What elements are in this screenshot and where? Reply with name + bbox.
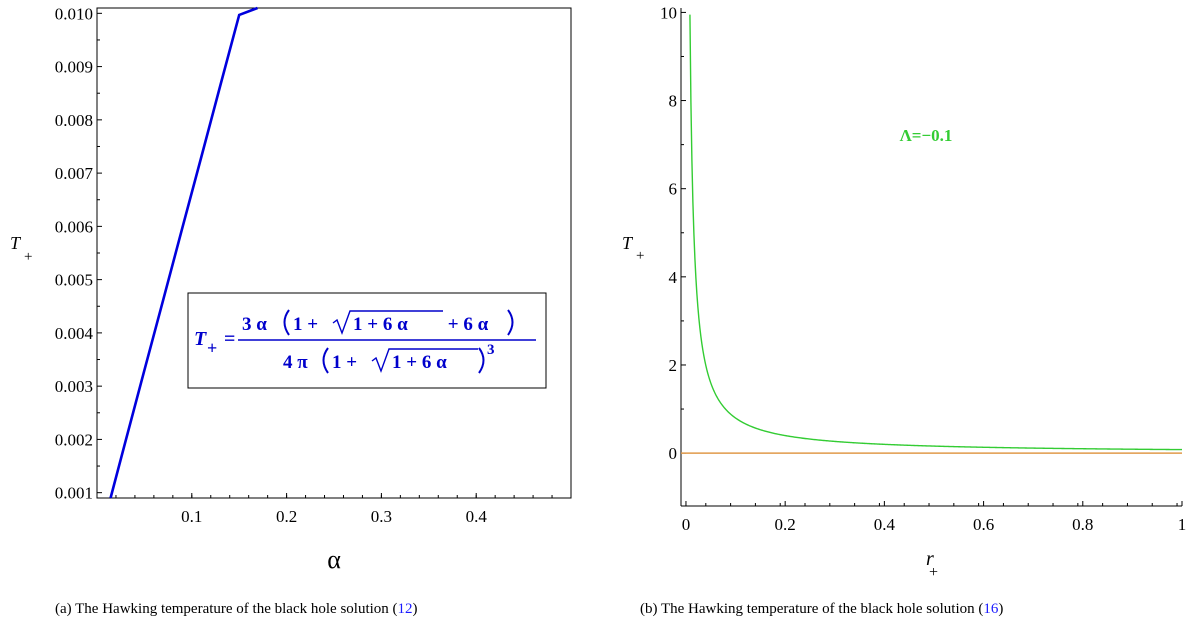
formula-annotation: T + = 3 α 1 + 1 + 6 α + 6 α 4 π 1 + 1 + … bbox=[187, 292, 547, 389]
chart-a-y-tick-label: 0.003 bbox=[55, 377, 93, 396]
chart-b-y-tick-label: 10 bbox=[660, 3, 677, 22]
chart-a-x-tick-label: 0.3 bbox=[371, 507, 392, 526]
caption-b-ref: 16 bbox=[983, 601, 999, 617]
formula-num-inner-left: 1 + bbox=[293, 314, 323, 335]
chart-a-y-tick-label: 0.007 bbox=[55, 164, 94, 183]
formula-num-coef: 3 α bbox=[242, 314, 267, 335]
caption-a-close: ) bbox=[413, 601, 418, 617]
chart-a-y-tick-label: 0.006 bbox=[55, 217, 93, 236]
chart-a-series-line-0 bbox=[109, 6, 258, 499]
chart-b-series bbox=[681, 14, 1183, 454]
caption-a-ref: 12 bbox=[398, 601, 413, 617]
formula-den-radical bbox=[371, 348, 478, 373]
chart-b-series-line-0 bbox=[689, 14, 1183, 451]
chart-b: 0 2 4 6 8 10 0 0.2 0.4 0.6 0.8 1 Λ=−0.1 T + r + (b… bbox=[622, 3, 1186, 617]
chart-a-x-axis-label: α bbox=[327, 545, 341, 574]
chart-b-y-tick-label: 6 bbox=[669, 180, 678, 199]
chart-a-y-tick-label: 0.008 bbox=[55, 111, 93, 130]
chart-a-x-tick-label: 0.2 bbox=[276, 507, 297, 526]
chart-b-y-axis-label: T bbox=[622, 233, 634, 253]
caption-b-text: (b) The Hawking temperature of the black… bbox=[640, 601, 983, 617]
chart-b-y-tick-label: 2 bbox=[669, 356, 678, 375]
formula-lhs: T bbox=[194, 328, 207, 350]
chart-b-x-tick-label: 0.2 bbox=[775, 515, 796, 534]
formula-den-power: 3 bbox=[487, 342, 495, 358]
formula-den-open-paren bbox=[322, 347, 329, 374]
formula-lhs-sub: + bbox=[207, 338, 217, 358]
formula-num-open-paren bbox=[283, 309, 290, 336]
formula-num-inner-right: + 6 α bbox=[443, 314, 489, 335]
formula-equals: = bbox=[224, 328, 235, 350]
chart-b-x-axis-label: r bbox=[926, 548, 934, 570]
chart-b-x-tick-label: 0.6 bbox=[973, 515, 994, 534]
chart-a-plot-frame bbox=[96, 7, 572, 499]
caption-a: (a) The Hawking temperature of the black… bbox=[55, 601, 418, 617]
chart-b-y-axis-label-sub: + bbox=[636, 248, 644, 264]
chart-a-y-tick-label: 0.009 bbox=[55, 58, 93, 77]
chart-b-x-tick-label: 1 bbox=[1178, 515, 1187, 534]
chart-a-y-axis: 0.001 0.002 0.003 0.004 0.005 0.006 0.007 0.008… bbox=[55, 4, 102, 503]
chart-a-y-axis-label-sub: + bbox=[24, 249, 32, 265]
chart-b-legend-label: Λ=−0.1 bbox=[900, 126, 953, 145]
chart-a-y-tick-label: 0.005 bbox=[55, 271, 93, 290]
formula-den-close-paren bbox=[478, 347, 485, 374]
chart-a-x-tick-label: 0.1 bbox=[181, 507, 202, 526]
chart-b-x-axis: 0 0.2 0.4 0.6 0.8 1 bbox=[682, 501, 1187, 534]
chart-b-x-axis-label-sub: + bbox=[929, 564, 938, 581]
formula-den-radicand: 1 + 6 α bbox=[392, 352, 447, 373]
formula-num-radical bbox=[332, 310, 443, 335]
chart-b-x-tick-label: 0.4 bbox=[874, 515, 896, 534]
chart-b-y-tick-label: 4 bbox=[669, 268, 678, 287]
formula-num-radicand: 1 + 6 α bbox=[353, 314, 408, 335]
chart-b-y-axis: 0 2 4 6 8 10 bbox=[660, 3, 686, 463]
chart-b-y-tick-label: 8 bbox=[669, 92, 678, 111]
chart-a-x-axis: 0.1 0.2 0.3 0.4 bbox=[115, 493, 553, 526]
chart-a-x-tick-label: 0.4 bbox=[466, 507, 488, 526]
caption-b-close: ) bbox=[998, 601, 1003, 617]
formula-num-close-paren bbox=[507, 309, 514, 336]
chart-a-y-tick-label: 0.010 bbox=[55, 4, 93, 23]
caption-a-text: (a) The Hawking temperature of the black… bbox=[55, 601, 398, 617]
chart-a: 0.001 0.002 0.003 0.004 0.005 0.006 0.007 0.008… bbox=[10, 4, 572, 617]
chart-b-x-tick-label: 0 bbox=[682, 515, 691, 534]
chart-a-y-tick-label: 0.004 bbox=[55, 324, 94, 343]
chart-a-series bbox=[109, 6, 258, 499]
formula-den-coef: 4 π bbox=[283, 352, 308, 373]
formula-den-inner-left: 1 + bbox=[332, 352, 362, 373]
chart-a-y-tick-label: 0.002 bbox=[55, 430, 93, 449]
caption-b: (b) The Hawking temperature of the black… bbox=[640, 601, 1003, 617]
chart-a-y-tick-label: 0.001 bbox=[55, 484, 93, 503]
chart-b-y-tick-label: 0 bbox=[669, 444, 678, 463]
chart-b-x-tick-label: 0.8 bbox=[1072, 515, 1093, 534]
chart-a-y-axis-label: T bbox=[10, 233, 22, 253]
